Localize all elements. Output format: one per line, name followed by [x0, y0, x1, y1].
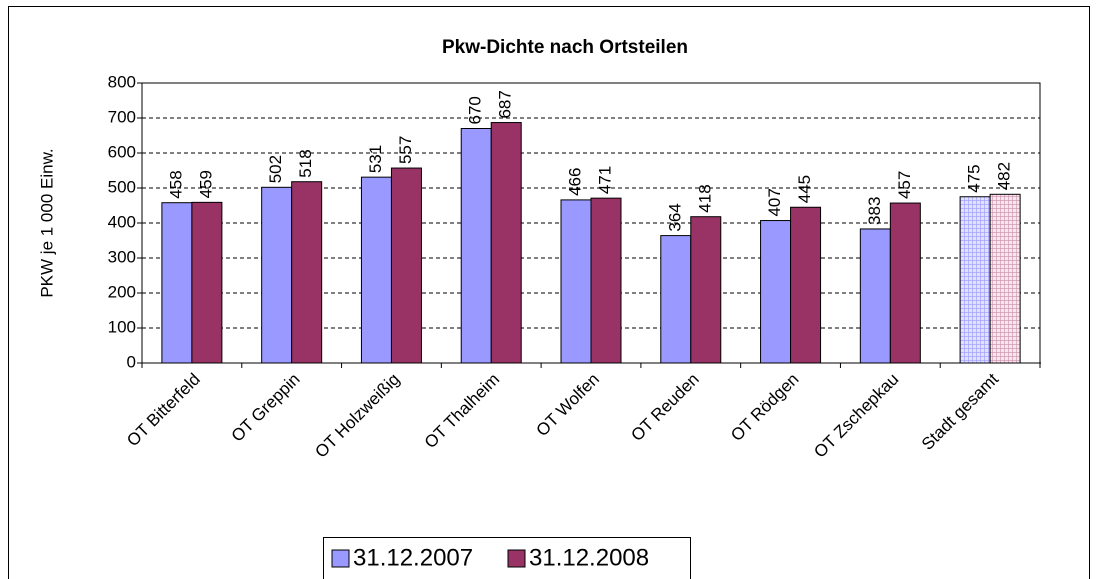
- y-tick-label: 700: [108, 107, 136, 126]
- bar: [760, 220, 792, 364]
- value-label: 518: [296, 149, 315, 177]
- value-label: 445: [795, 175, 814, 203]
- bar: [690, 216, 722, 364]
- bar: [360, 176, 392, 364]
- y-tick-label: 300: [108, 247, 136, 266]
- legend-swatch: [507, 549, 526, 568]
- y-tick-label: 400: [108, 212, 136, 231]
- bar: [859, 228, 891, 364]
- value-label: 687: [496, 90, 515, 118]
- value-label: 364: [665, 203, 684, 231]
- y-tick-label: 0: [127, 352, 136, 371]
- bar: [959, 196, 991, 364]
- y-tick-label: 500: [108, 177, 136, 196]
- legend-box: [323, 537, 691, 579]
- bar: [161, 202, 193, 364]
- bar: [590, 197, 622, 364]
- value-label: 383: [865, 197, 884, 225]
- value-label: 418: [695, 184, 714, 212]
- legend-swatch: [331, 549, 350, 568]
- value-label: 482: [995, 162, 1014, 190]
- bar: [889, 202, 921, 364]
- bar: [660, 235, 692, 364]
- value-label: 407: [765, 188, 784, 216]
- value-label: 471: [595, 166, 614, 194]
- value-label: 457: [895, 171, 914, 199]
- chart-title: Pkw-Dichte nach Ortsteilen: [442, 37, 688, 58]
- value-label: 466: [565, 168, 584, 196]
- y-tick-label: 100: [108, 317, 136, 336]
- y-tick-label: 200: [108, 282, 136, 301]
- value-label: 458: [166, 170, 185, 198]
- bar: [460, 128, 492, 364]
- y-axis-label: PKW je 1 000 Einw.: [37, 148, 56, 297]
- bar: [989, 193, 1021, 364]
- value-label: 670: [466, 96, 485, 124]
- bar: [191, 201, 223, 364]
- legend: 31.12.2007 31.12.2008: [331, 544, 649, 571]
- legend-label: 31.12.2007: [353, 544, 473, 571]
- bar: [790, 206, 822, 364]
- value-label: 459: [196, 170, 215, 198]
- value-label: 475: [965, 164, 984, 192]
- bar: [560, 199, 592, 364]
- y-tick-label: 600: [108, 142, 136, 161]
- value-label: 531: [366, 145, 385, 173]
- bar: [261, 186, 293, 364]
- bar: [291, 181, 323, 364]
- legend-label: 31.12.2008: [529, 544, 649, 571]
- bar: [390, 167, 422, 364]
- value-label: 502: [266, 155, 285, 183]
- value-label: 557: [396, 136, 415, 164]
- bar: [490, 122, 522, 364]
- y-tick-label: 800: [108, 72, 136, 91]
